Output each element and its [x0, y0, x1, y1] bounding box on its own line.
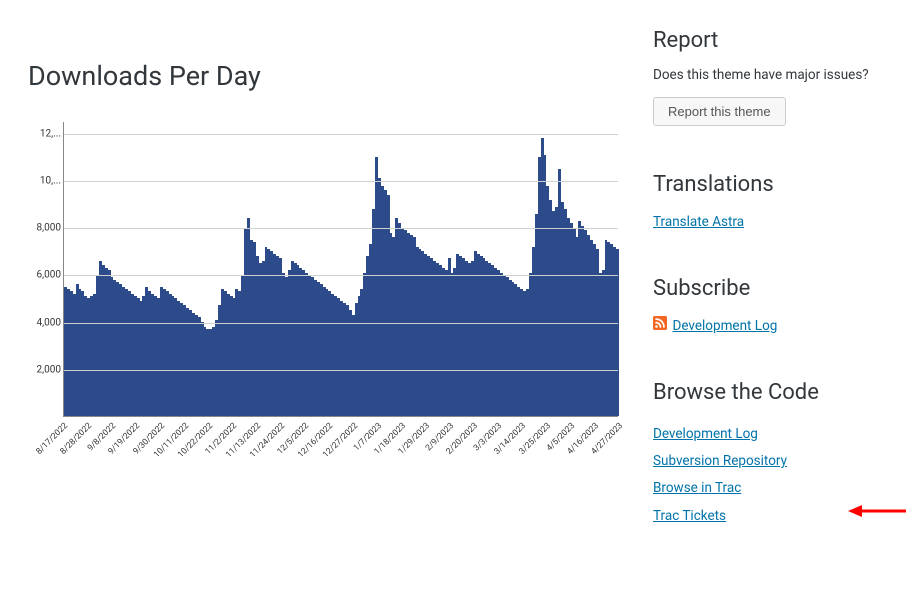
report-heading: Report [653, 28, 893, 53]
main-column: Downloads Per Day 2,000 4,000 6,000 8,000 10… [0, 0, 643, 601]
subscribe-dev-log-link[interactable]: Development Log [672, 318, 777, 334]
browse-trac-tickets-link[interactable]: Trac Tickets [653, 508, 726, 524]
report-text: Does this theme have major issues? [653, 67, 893, 83]
subscribe-heading: Subscribe [653, 276, 893, 301]
chart-x-axis: 8/17/20228/28/20229/8/20229/19/20229/30/… [63, 419, 618, 459]
gridline [64, 370, 618, 371]
chart-title: Downloads Per Day [28, 60, 633, 92]
browse-code-heading: Browse the Code [653, 380, 893, 405]
chart-plot-area [63, 122, 618, 417]
browse-svn-link[interactable]: Subversion Repository [653, 453, 787, 469]
browse-dev-log-link[interactable]: Development Log [653, 426, 758, 442]
downloads-chart: 2,000 4,000 6,000 8,000 10,... 12,... 8/17/20… [28, 122, 618, 462]
gridline [64, 228, 618, 229]
y-tick-label: 10,... [40, 176, 61, 187]
y-tick-label: 2,000 [37, 364, 61, 375]
report-theme-button[interactable]: Report this theme [653, 97, 786, 126]
gridline [64, 134, 618, 135]
rss-icon [653, 318, 670, 334]
gridline [64, 323, 618, 324]
y-tick-label: 6,000 [37, 270, 61, 281]
chart-y-axis: 2,000 4,000 6,000 8,000 10,... 12,... [28, 122, 63, 417]
gridline [64, 181, 618, 182]
y-tick-label: 8,000 [37, 223, 61, 234]
y-tick-label: 4,000 [37, 317, 61, 328]
page-layout: Downloads Per Day 2,000 4,000 6,000 8,000 10… [0, 0, 923, 601]
y-tick-label: 12,... [40, 128, 61, 139]
translate-link[interactable]: Translate Astra [653, 214, 744, 230]
chart-bar [616, 249, 619, 416]
annotation-arrow-icon [848, 503, 908, 519]
chart-bars [64, 122, 618, 416]
browse-trac-link[interactable]: Browse in Trac [653, 480, 741, 496]
gridline [64, 275, 618, 276]
translations-heading: Translations [653, 172, 893, 197]
